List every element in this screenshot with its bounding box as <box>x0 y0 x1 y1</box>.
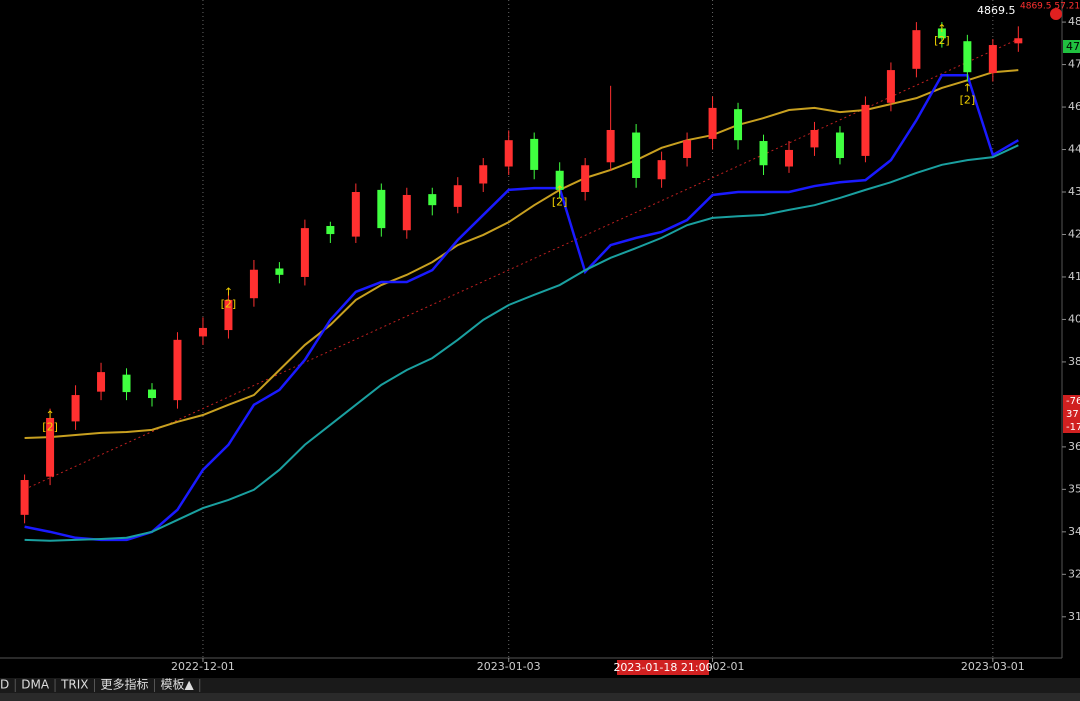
crosshair-box <box>617 660 709 675</box>
side-label: -76 <box>1066 396 1080 407</box>
candle-body <box>504 140 513 167</box>
y-tick-label: 34 <box>1068 525 1080 538</box>
toolbar-item[interactable]: 更多指标 <box>101 677 149 692</box>
toolbar-item[interactable]: TRIX <box>60 678 88 692</box>
annotation: [2] <box>552 196 568 209</box>
y-tick-label: 48 <box>1068 15 1080 28</box>
side-box <box>1063 395 1080 433</box>
candle-body <box>300 228 309 277</box>
indicator-line <box>24 73 1019 542</box>
candle-body <box>632 132 641 178</box>
annotation-arrow: ↑ <box>963 82 972 95</box>
candle-body <box>122 374 131 393</box>
last-price-label: 47 <box>1066 40 1080 53</box>
close-icon[interactable] <box>1050 8 1062 20</box>
candle-body <box>479 165 488 184</box>
candle-body <box>249 269 258 299</box>
high-label: 4869.5 <box>977 4 1016 17</box>
y-tick-label: 38 <box>1068 355 1080 368</box>
y-tick-label: 35 <box>1068 482 1080 495</box>
candle-body <box>428 194 437 206</box>
candle-body <box>377 189 386 229</box>
side-label: -17 <box>1066 422 1080 433</box>
annotation-arrow: ↑ <box>224 285 233 298</box>
candle-body <box>708 107 717 139</box>
candle-body <box>988 45 997 74</box>
candle-body <box>224 299 233 331</box>
tab-bar <box>0 693 1080 701</box>
y-tick-label: 40 <box>1068 312 1080 325</box>
y-tick-label: 31 <box>1068 610 1080 623</box>
x-tick-label: 2022-12-01 <box>171 660 235 673</box>
candle-body <box>683 140 692 159</box>
high-pct-label: 4869.5 57.21% <box>1020 2 1080 12</box>
y-tick-label: 46 <box>1068 100 1080 113</box>
last-price-box <box>1063 40 1080 53</box>
candle-body <box>759 141 768 166</box>
annotation: [2] <box>221 297 237 310</box>
candle-body <box>198 327 207 337</box>
candle-body <box>148 389 156 399</box>
toolbar-item[interactable]: DMA <box>21 678 50 692</box>
y-tick-label: 47 <box>1068 58 1080 71</box>
candle-body <box>351 192 360 237</box>
candle-body <box>886 70 895 103</box>
y-tick-label: 41 <box>1068 270 1080 283</box>
y-tick-label: 43 <box>1068 185 1080 198</box>
candle-body <box>810 129 819 148</box>
annotation-arrow: ↑ <box>555 184 564 197</box>
annotation: [2] <box>960 94 976 107</box>
side-label: 37 <box>1066 409 1079 420</box>
annotation: [2] <box>42 421 58 434</box>
toolbar-item[interactable]: D <box>0 678 9 692</box>
candle-body <box>912 30 921 69</box>
candle-body <box>581 165 590 193</box>
candle-body <box>555 170 564 190</box>
indicator-line <box>24 144 1019 542</box>
candle-body <box>835 132 844 159</box>
candle-body <box>785 149 793 167</box>
annotation-arrow: ↑ <box>45 409 54 422</box>
y-tick-label: 44 <box>1068 143 1080 156</box>
candle-body <box>97 372 106 392</box>
trendline <box>24 38 1019 490</box>
candle-body <box>937 28 946 39</box>
candle-body <box>326 225 335 235</box>
crosshair-label: 2023-01-18 21:00 <box>613 661 712 674</box>
candle-body <box>530 138 539 170</box>
candle-body <box>453 185 462 207</box>
candle-body <box>657 160 666 180</box>
y-tick-label: 36 <box>1068 440 1080 453</box>
candle-body <box>173 339 182 401</box>
indicator-line <box>24 69 1019 439</box>
x-tick-label: 2023-01-03 <box>477 660 541 673</box>
candle-body <box>963 41 972 73</box>
candle-body <box>1014 38 1023 44</box>
candle-body <box>861 104 870 156</box>
candle-body <box>46 417 55 477</box>
toolbar-item[interactable]: 模板▲ <box>161 678 195 692</box>
candle-body <box>20 480 29 515</box>
y-tick-label: 32 <box>1068 567 1080 580</box>
annotation-arrow: ↑ <box>937 22 946 35</box>
x-tick-label: 2023-03-01 <box>961 660 1025 673</box>
candle-body <box>402 194 411 231</box>
y-tick-label: 42 <box>1068 227 1080 240</box>
candle-body <box>606 129 615 163</box>
candle-body <box>275 268 284 275</box>
candle-body <box>734 109 743 141</box>
annotation: [2] <box>934 34 950 47</box>
candle-body <box>71 395 80 422</box>
